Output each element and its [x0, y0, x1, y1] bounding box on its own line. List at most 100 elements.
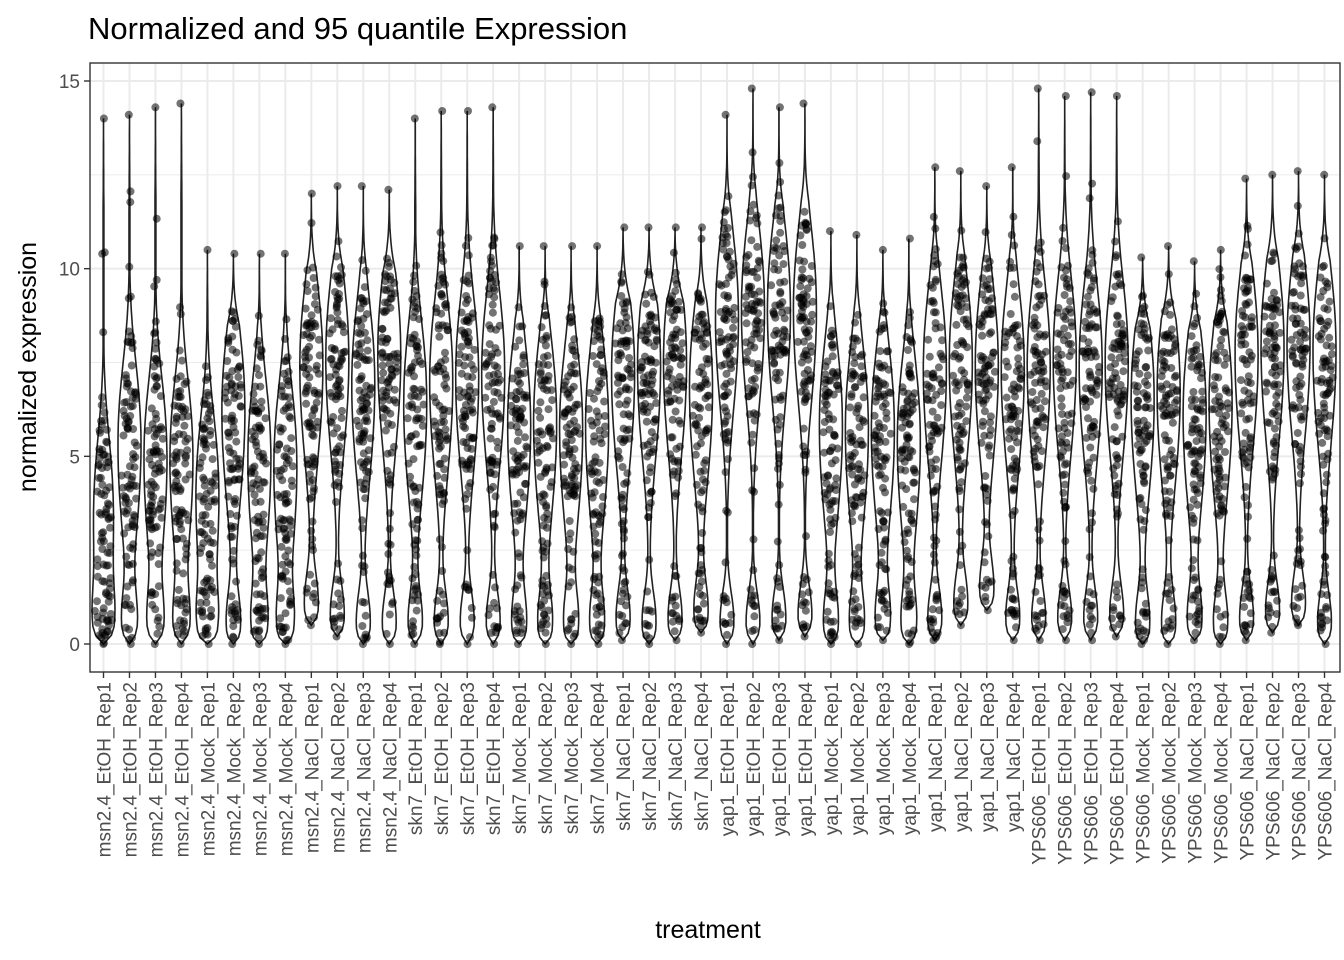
data-point: [592, 610, 601, 619]
data-point: [148, 510, 157, 519]
data-point: [1138, 578, 1147, 587]
data-point: [489, 482, 498, 491]
data-point: [774, 204, 783, 213]
data-point: [381, 426, 390, 435]
data-point: [595, 383, 604, 392]
data-point: [308, 535, 317, 544]
data-point: [1136, 446, 1145, 455]
y-tick-label: 10: [59, 260, 80, 281]
data-point: [881, 474, 890, 483]
data-point: [536, 398, 545, 407]
data-point: [803, 392, 812, 401]
data-point: [678, 339, 687, 348]
data-point: [129, 576, 137, 585]
data-point: [802, 292, 811, 301]
data-point: [439, 608, 448, 617]
data-point: [650, 342, 659, 351]
data-point: [436, 638, 444, 647]
data-point: [622, 298, 631, 307]
data-point: [1291, 320, 1300, 328]
data-point: [154, 549, 163, 558]
data-point: [697, 432, 706, 441]
data-point: [1189, 518, 1198, 527]
data-point: [1314, 332, 1323, 341]
data-point: [338, 322, 347, 331]
data-point: [978, 331, 987, 340]
data-point: [1216, 245, 1225, 254]
data-point: [879, 588, 888, 597]
data-point: [873, 623, 882, 631]
data-point: [362, 399, 371, 408]
data-point: [648, 448, 657, 456]
data-point: [93, 597, 101, 606]
data-point: [122, 494, 130, 503]
data-point: [938, 336, 947, 345]
data-point: [127, 361, 136, 370]
data-point: [698, 591, 707, 600]
data-point: [748, 172, 757, 181]
data-point: [515, 387, 524, 396]
data-point: [588, 421, 597, 430]
data-point: [99, 328, 108, 337]
data-point: [955, 487, 964, 495]
data-point: [1034, 564, 1043, 572]
data-point: [303, 287, 312, 296]
data-point: [199, 434, 208, 443]
data-point: [923, 369, 932, 378]
data-point: [1260, 312, 1269, 321]
data-point: [514, 640, 522, 648]
data-point: [386, 509, 394, 518]
data-point: [260, 592, 269, 601]
data-point: [776, 178, 785, 186]
data-point: [1010, 241, 1019, 250]
data-point: [232, 348, 241, 357]
data-point: [905, 602, 914, 611]
data-point: [802, 317, 811, 326]
data-point: [620, 505, 629, 514]
data-point: [307, 311, 316, 320]
data-point: [406, 472, 415, 481]
data-point: [614, 371, 622, 380]
data-point: [560, 412, 569, 421]
data-point: [412, 292, 421, 301]
x-tick-label: YPS606_Mock_Rep2: [1160, 682, 1181, 864]
data-point: [282, 315, 291, 324]
data-point: [859, 488, 868, 497]
x-tick-label: skn7_NaCl_Rep3: [666, 682, 687, 831]
data-point: [1160, 331, 1169, 340]
data-point: [651, 324, 660, 333]
data-point: [334, 559, 343, 568]
data-point: [775, 480, 784, 489]
data-point: [409, 617, 417, 626]
data-point: [1218, 494, 1227, 503]
data-point: [957, 422, 966, 431]
data-point: [644, 390, 653, 399]
data-point: [308, 517, 317, 526]
data-point: [366, 434, 375, 443]
data-point: [286, 529, 295, 538]
data-point: [1158, 366, 1167, 375]
data-point: [1156, 401, 1165, 410]
data-point: [536, 472, 545, 481]
data-point: [408, 574, 417, 583]
data-point: [670, 627, 679, 636]
data-point: [986, 376, 995, 385]
data-point: [511, 528, 520, 537]
data-point: [1116, 381, 1125, 389]
data-point: [975, 395, 984, 404]
data-point: [777, 395, 785, 404]
data-point: [800, 257, 809, 266]
data-point: [875, 423, 884, 432]
data-point: [315, 351, 324, 360]
data-point: [645, 270, 654, 279]
data-point: [750, 601, 759, 610]
data-point: [691, 419, 700, 428]
data-point: [1274, 380, 1283, 389]
data-point: [770, 352, 779, 360]
data-point: [626, 373, 635, 382]
data-point: [383, 466, 392, 475]
data-point: [276, 594, 285, 603]
data-point: [750, 416, 759, 425]
data-point: [1039, 363, 1048, 372]
data-point: [355, 437, 364, 446]
